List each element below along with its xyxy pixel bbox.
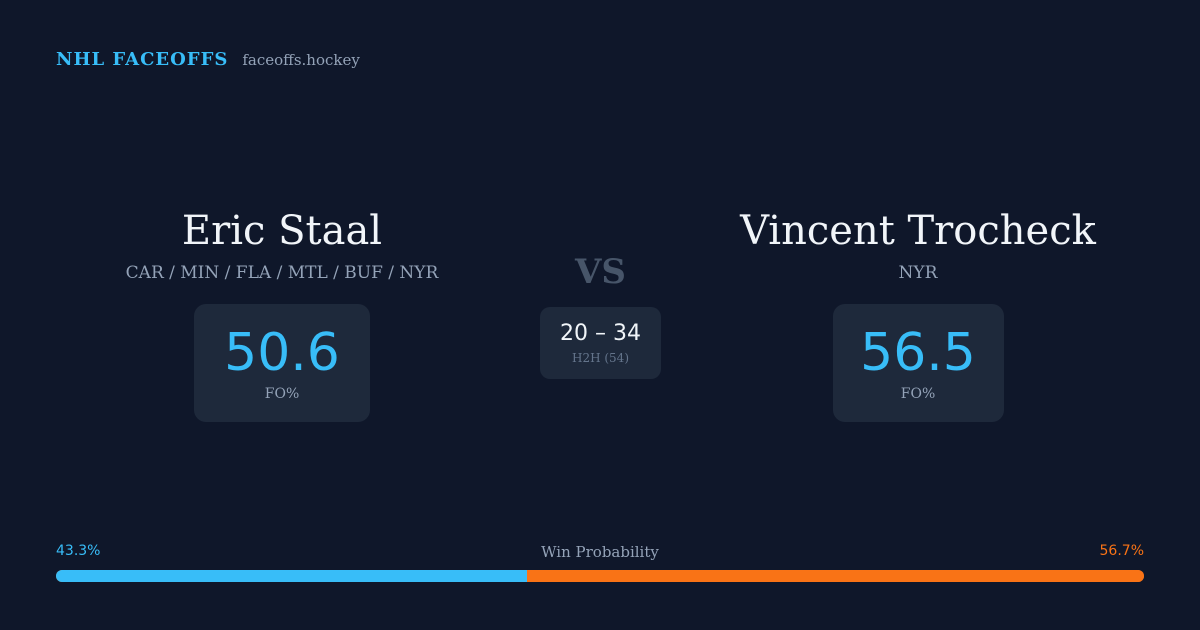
- player-right-stat-card: 56.5 FO%: [832, 304, 1004, 422]
- vs-label: VS: [575, 252, 626, 292]
- win-probability-labels: 43.3% Win Probability 56.7%: [56, 543, 1144, 563]
- player-left-stat-card: 50.6 FO%: [194, 304, 370, 422]
- h2h-score: 20 – 34: [560, 321, 641, 346]
- player-right-fo-value: 56.5: [860, 323, 976, 383]
- brand-title: NHL FACEOFFS: [56, 49, 229, 70]
- win-probability-left-fill: [56, 570, 528, 582]
- h2h-card: 20 – 34 H2H (54): [540, 307, 661, 379]
- player-right-teams: NYR: [898, 263, 938, 283]
- win-probability-bar: [56, 570, 1144, 582]
- player-right-fo-label: FO%: [900, 386, 936, 402]
- player-left-name: Eric Staal: [181, 208, 383, 254]
- h2h-label: H2H (54): [571, 351, 629, 365]
- win-probability-right-fill: [527, 570, 1144, 582]
- brand-domain: faceoffs.hockey: [242, 51, 360, 69]
- win-probability-left-label: 43.3%: [56, 543, 101, 559]
- player-left: Eric Staal CAR / MIN / FLA / MTL / BUF /…: [62, 205, 502, 422]
- player-left-fo-value: 50.6: [224, 323, 340, 383]
- player-left-fo-label: FO%: [264, 386, 300, 402]
- brand-header: NHL FACEOFFS faceoffs.hockey: [56, 49, 360, 70]
- player-right: Vincent Trocheck NYR 56.5 FO%: [698, 205, 1138, 422]
- player-right-name: Vincent Trocheck: [740, 208, 1096, 254]
- player-left-teams: CAR / MIN / FLA / MTL / BUF / NYR: [125, 263, 439, 283]
- win-probability-title: Win Probability: [541, 543, 659, 561]
- win-probability-right-label: 56.7%: [1099, 543, 1144, 559]
